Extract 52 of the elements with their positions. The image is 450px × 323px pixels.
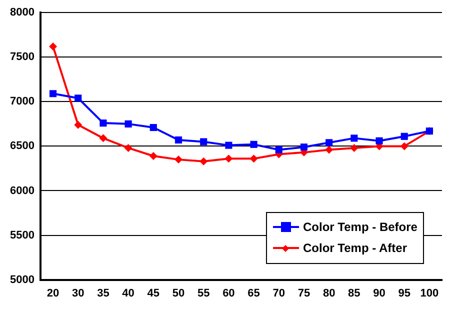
point xyxy=(200,138,208,146)
point xyxy=(49,90,57,98)
point xyxy=(124,120,132,128)
point xyxy=(200,157,208,166)
x-tick-label: 40 xyxy=(122,287,134,300)
y-tick-label: 5500 xyxy=(10,229,34,242)
y-tick-label: 7000 xyxy=(10,96,34,108)
point xyxy=(150,124,157,132)
point xyxy=(350,144,358,152)
x-tick-label: 90 xyxy=(373,287,386,300)
point xyxy=(124,144,132,152)
x-tick-label: 85 xyxy=(348,287,360,300)
x-tick-label: 75 xyxy=(298,287,310,300)
point xyxy=(225,142,232,149)
x-tick-label: 60 xyxy=(222,287,235,300)
point xyxy=(350,134,358,142)
point xyxy=(275,146,282,154)
x-tick-label: 80 xyxy=(322,287,336,300)
legend-label: Color Temp - Before xyxy=(303,220,418,234)
legend-label: Color Temp - After xyxy=(303,241,407,256)
x-tick-label: 20 xyxy=(46,287,60,300)
y-tick-label: 6500 xyxy=(10,140,34,152)
point xyxy=(300,144,308,151)
x-tick-label: 50 xyxy=(172,287,185,300)
point xyxy=(400,142,408,150)
point xyxy=(49,42,58,50)
point xyxy=(325,146,334,154)
point xyxy=(149,152,158,160)
point xyxy=(376,137,383,144)
y-tick-label: 5000 xyxy=(10,274,34,286)
point xyxy=(74,94,82,102)
x-tick-label: 70 xyxy=(272,287,286,300)
point xyxy=(174,156,182,164)
point xyxy=(250,140,258,148)
x-tick-label: 100 xyxy=(420,287,439,300)
point xyxy=(326,139,333,146)
x-tick-label: 65 xyxy=(248,287,260,300)
point xyxy=(224,154,233,163)
point xyxy=(174,136,182,144)
y-tick-label: 8000 xyxy=(10,6,34,19)
point xyxy=(74,120,82,129)
x-tick-label: 35 xyxy=(97,287,110,300)
x-tick-label: 95 xyxy=(398,287,410,300)
point xyxy=(99,134,108,142)
x-tick-label: 45 xyxy=(147,287,160,300)
x-tick-label: 55 xyxy=(197,287,210,300)
y-tick-label: 6000 xyxy=(10,184,34,197)
point xyxy=(400,132,408,140)
point xyxy=(100,120,107,127)
point xyxy=(250,154,258,163)
x-tick-label: 30 xyxy=(72,287,84,300)
y-tick-label: 7500 xyxy=(10,51,34,64)
